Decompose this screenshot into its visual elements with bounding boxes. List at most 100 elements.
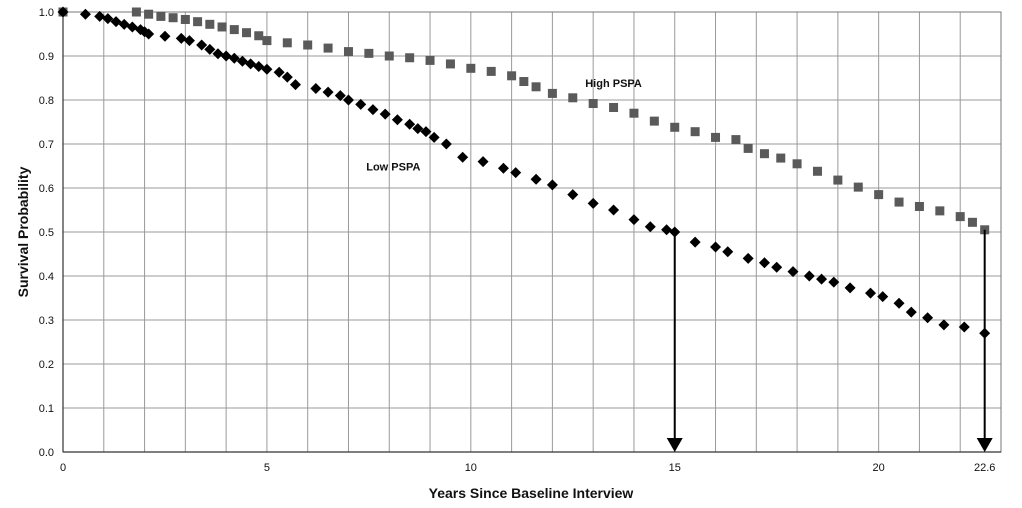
high-pspa-point — [168, 13, 178, 23]
low-pspa-point — [204, 43, 216, 55]
low-pspa-point — [143, 28, 155, 40]
low-pspa-point — [644, 221, 656, 233]
low-pspa-point — [457, 151, 469, 163]
high-pspa-point — [466, 63, 476, 73]
low-pspa-point — [546, 179, 558, 191]
low-pspa-point — [412, 123, 424, 135]
y-tick-label: 0.7 — [39, 139, 54, 151]
low-pspa-point — [196, 39, 208, 51]
high-pspa-point — [588, 99, 598, 109]
low-pspa-point — [428, 131, 440, 143]
x-tick-label: 0 — [60, 462, 66, 474]
high-pspa-point — [507, 71, 517, 81]
low-pspa-point — [110, 16, 122, 28]
high-pspa-point — [364, 48, 374, 58]
low-pspa-point — [253, 61, 265, 73]
low-pspa-point — [587, 197, 599, 209]
low-pspa-point — [183, 35, 195, 47]
high-pspa-point — [282, 38, 292, 48]
data-marks — [57, 6, 991, 339]
high-pspa-point — [568, 93, 578, 103]
low-pspa-point — [212, 48, 224, 60]
low-pspa-point — [742, 252, 754, 264]
high-pspa-point — [531, 82, 541, 92]
y-tick-label: 0.6 — [39, 183, 54, 195]
low-pspa-point — [310, 83, 322, 95]
low-pspa-point — [844, 282, 856, 294]
high-pspa-point — [812, 166, 822, 176]
high-pspa-point — [670, 122, 680, 132]
low-pspa-point — [893, 297, 905, 309]
high-pspa-point — [874, 190, 884, 200]
high-pspa-point — [242, 28, 252, 38]
low-pspa-point — [922, 312, 934, 324]
low-pspa-point — [367, 104, 379, 116]
y-tick-label: 0.0 — [39, 447, 54, 459]
high-pspa-point — [853, 182, 863, 192]
y-tick-label: 0.2 — [39, 359, 54, 371]
high-pspa-point — [833, 175, 843, 185]
x-tick-label: 20 — [873, 462, 885, 474]
high-pspa-point — [405, 53, 415, 63]
low-pspa-point — [391, 114, 403, 126]
y-tick-label: 0.5 — [39, 227, 54, 239]
low-pspa-point — [510, 167, 522, 179]
low-pspa-point — [273, 66, 285, 78]
low-pspa-point — [758, 257, 770, 269]
low-pspa-point — [281, 71, 293, 83]
y-axis-title: Survival Probability — [15, 166, 31, 297]
high-pspa-point — [254, 31, 264, 41]
low-pspa-point — [628, 214, 640, 226]
y-tick-label: 0.1 — [39, 403, 54, 415]
low-pspa-point — [803, 270, 815, 282]
high-pspa-point — [690, 127, 700, 137]
high-pspa-point — [792, 159, 802, 169]
annotations: High PSPA Low PSPA — [366, 78, 642, 174]
arrows — [666, 229, 993, 452]
y-tick-label: 0.4 — [39, 271, 54, 283]
high-pspa-point — [303, 40, 313, 50]
high-pspa-point — [486, 66, 496, 76]
high-pspa-point — [193, 17, 203, 27]
high-pspa-point — [445, 59, 455, 69]
low-pspa-point — [236, 55, 248, 67]
low-pspa-point — [877, 291, 889, 303]
low-pspa-point — [175, 32, 187, 44]
low-pspa-point — [159, 30, 171, 42]
high-pspa-point — [425, 55, 435, 65]
series-label: High PSPA — [585, 78, 642, 90]
low-pspa-point — [94, 10, 106, 22]
low-pspa-point — [355, 98, 367, 110]
low-pspa-point — [404, 118, 416, 130]
high-pspa-point — [384, 51, 394, 61]
low-pspa-point — [420, 126, 432, 138]
low-pspa-point — [567, 189, 579, 201]
high-pspa-point — [731, 135, 741, 145]
low-pspa-point — [905, 306, 917, 318]
low-pspa-point — [334, 90, 346, 102]
high-pspa-point — [262, 36, 272, 46]
y-tick-label: 0.9 — [39, 51, 54, 63]
low-pspa-point — [787, 266, 799, 278]
high-pspa-point — [343, 47, 353, 57]
low-pspa-point — [440, 138, 452, 150]
tick-labels: 0 5 10 15 20 22.6 0.0 0.1 0.2 0.3 0.4 0.5 0.6 0.7 0.8 0… — [39, 7, 996, 474]
high-pspa-point — [629, 108, 639, 118]
high-pspa-point — [776, 153, 786, 163]
low-pspa-point — [342, 94, 354, 106]
low-pspa-point — [958, 321, 970, 333]
grid — [62, 11, 1002, 453]
high-pspa-point — [205, 19, 215, 29]
low-pspa-point — [497, 162, 509, 174]
low-pspa-point — [245, 58, 257, 70]
low-pspa-point — [828, 276, 840, 288]
high-pspa-point — [131, 7, 141, 17]
low-pspa-point — [816, 273, 828, 285]
low-pspa-point — [220, 50, 232, 62]
low-pspa-point — [938, 319, 950, 331]
arrow-head-icon — [976, 438, 993, 452]
low-pspa-point — [477, 156, 489, 168]
high-pspa-point — [180, 14, 190, 24]
low-pspa-point — [118, 18, 130, 30]
